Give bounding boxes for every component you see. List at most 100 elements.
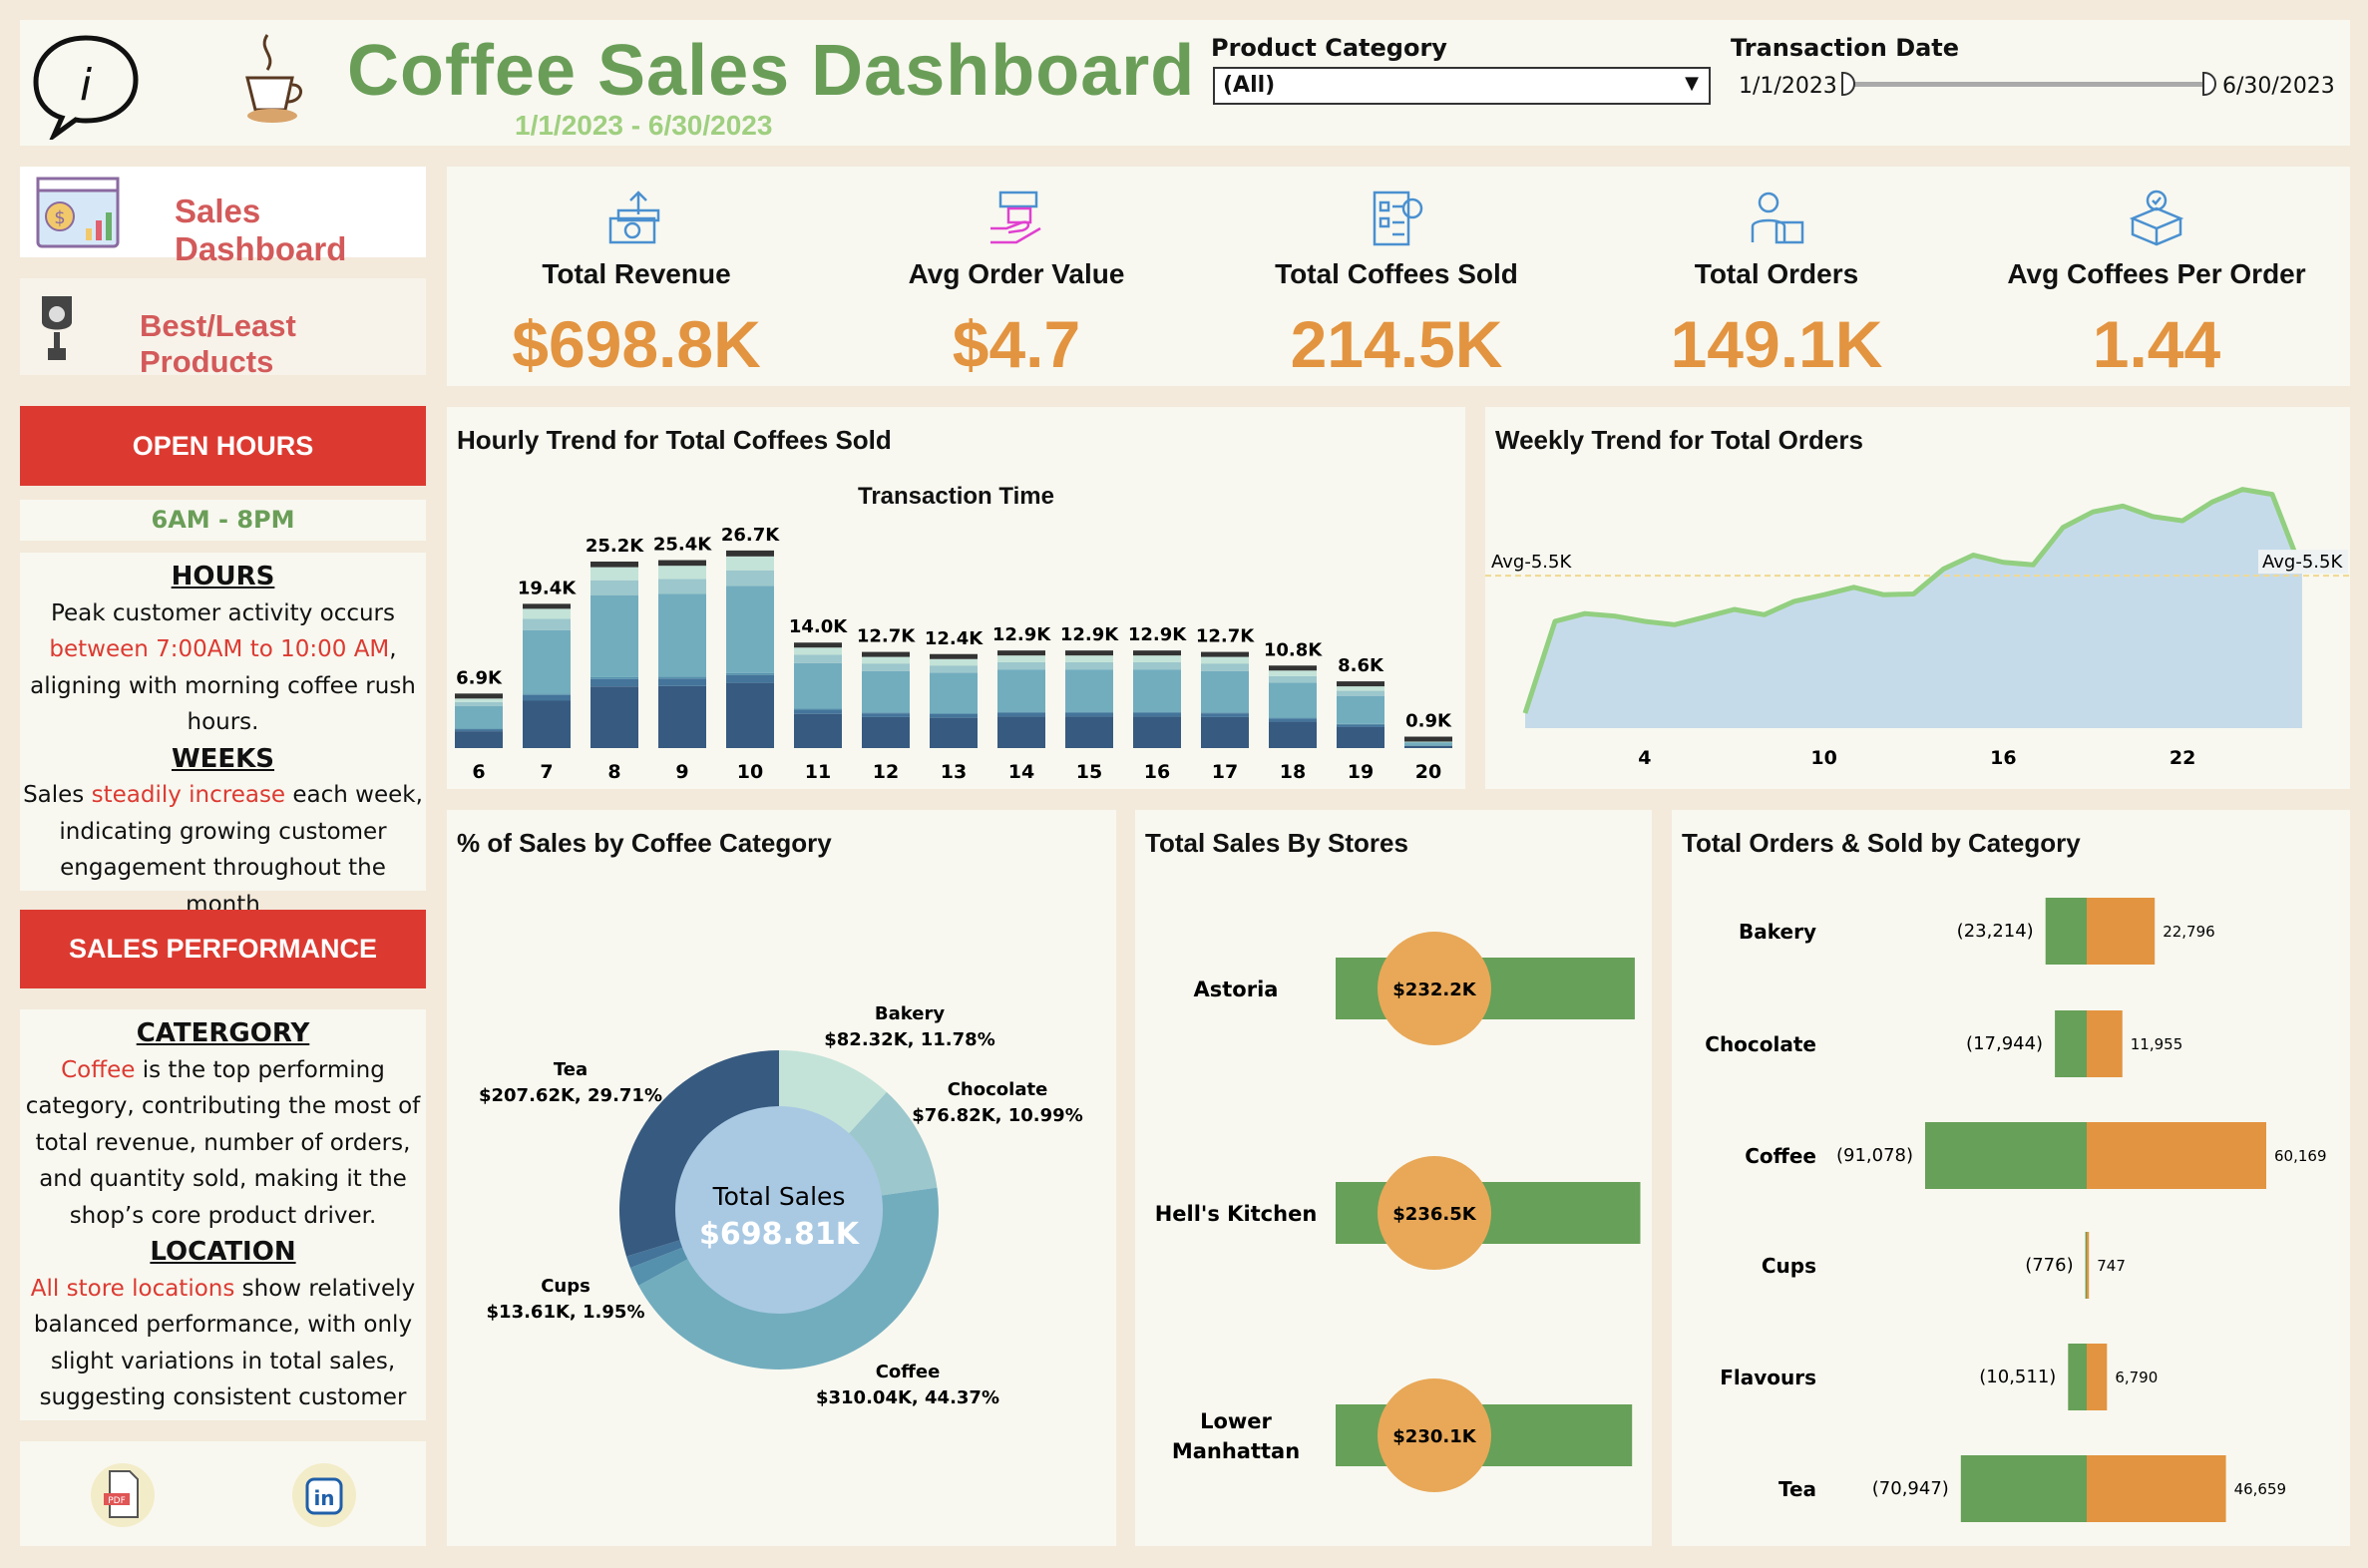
kpi-value: 1.44 [2092, 307, 2221, 381]
store-value: $230.1K [1392, 1426, 1476, 1447]
x-tick-label: 12 [873, 761, 899, 783]
data-label: 12.7K [1196, 626, 1255, 647]
avg-label-right: Avg-5.5K [2262, 552, 2343, 573]
nav-label: Sales Dashboard [175, 193, 347, 267]
bar-segment [794, 662, 842, 709]
bar-hour-6 [455, 693, 503, 748]
open-hours-banner: OPEN HOURS [20, 406, 426, 486]
bar-segment [1404, 741, 1452, 743]
left-bar [2085, 1232, 2087, 1299]
svg-text:$: $ [54, 207, 65, 228]
left-bar [1925, 1122, 2087, 1189]
bar-segment [1201, 651, 1249, 657]
bar-segment [523, 608, 571, 619]
weeks-heading: WEEKS [171, 743, 275, 774]
bar-segment [1337, 690, 1384, 696]
bar-segment [862, 663, 910, 671]
linkedin-icon[interactable]: in [289, 1459, 359, 1529]
bar-segment [455, 701, 503, 707]
info-icon[interactable]: i [26, 30, 146, 140]
x-tick-label: 4 [1638, 747, 1651, 769]
product-category-dropdown[interactable]: (All) ▼ [1213, 67, 1711, 105]
bar-segment [862, 712, 910, 714]
bar-segment [591, 567, 638, 581]
kpi-label: Avg Order Value [908, 258, 1125, 289]
right-bar [2087, 1010, 2123, 1077]
x-tick-label: 20 [1415, 761, 1441, 783]
x-tick-label: 9 [675, 761, 688, 783]
hours-heading: HOURS [171, 562, 275, 591]
data-label: 26.7K [721, 525, 780, 546]
data-label: 14.0K [789, 616, 848, 637]
right-value: 747 [2097, 1257, 2126, 1275]
data-label: 6.9K [456, 667, 503, 688]
kpi-avg-order-value: Avg Order Value $4.7 [827, 167, 1206, 386]
bar-segment [523, 693, 571, 695]
bar-segment [1269, 682, 1317, 718]
x-tick-label: 19 [1348, 761, 1374, 783]
avg-label-bg [2258, 550, 2348, 575]
kpi-label: Total Orders [1694, 258, 1859, 289]
bar-segment [794, 713, 842, 748]
bar-segment [726, 570, 774, 587]
slice-value: $207.62K, 29.71% [479, 1085, 662, 1106]
bar-segment [794, 709, 842, 714]
hours-text: Peak customer activity occurs between 7:… [30, 599, 416, 736]
data-label: 12.7K [857, 626, 916, 647]
category-sales-panel: % of Sales by Coffee Category Total Sale… [447, 810, 1116, 1546]
bar-segment [1133, 669, 1181, 712]
bar-segment [1404, 745, 1452, 748]
bar-segment [1337, 726, 1384, 748]
bar-segment [930, 658, 978, 666]
store-bar-chart: Astoria $232.2K Hell's Kitchen $236.5K Lower… [1155, 932, 1641, 1492]
orders-line [1522, 487, 2305, 714]
kpi-total-revenue: Total Revenue $698.8K [447, 167, 826, 386]
donut-center [675, 1106, 883, 1314]
left-value: (23,214) [1957, 921, 2034, 942]
bar-hour-8 [591, 562, 638, 748]
slider-handle-end[interactable] [2202, 72, 2216, 96]
transaction-date-label: Transaction Date [1731, 34, 1960, 62]
bar-hour-12 [862, 651, 910, 748]
bar-segment [658, 566, 706, 580]
center-label: Total Sales [712, 1182, 846, 1211]
bar-segment [1065, 655, 1113, 662]
bar-segment [1201, 663, 1249, 671]
bar-segment [726, 682, 774, 748]
right-value: 11,955 [2131, 1035, 2183, 1053]
svg-text:PDF: PDF [108, 1496, 126, 1506]
slice-label: Bakery [875, 1003, 945, 1024]
x-tick-label: 7 [540, 761, 553, 783]
slider-handle-start[interactable] [1841, 72, 1855, 96]
category-label: Coffee [1745, 1144, 1816, 1168]
chart-title: Total Orders & Sold by Category [1682, 828, 2081, 858]
store-label: Hell's Kitchen [1155, 1202, 1318, 1226]
nav-best-least-products[interactable]: Best/Least Products [20, 278, 426, 379]
right-value: 6,790 [2115, 1369, 2158, 1386]
bar-segment [1065, 711, 1113, 713]
x-tick-label: 14 [1008, 761, 1034, 783]
x-tick-label: 8 [607, 761, 620, 783]
kpi-total-coffees-sold: Total Coffees Sold 214.5K [1207, 167, 1586, 386]
bar-segment [591, 678, 638, 687]
pdf-icon[interactable]: PDF [88, 1459, 158, 1529]
bar-segment [930, 665, 978, 673]
slice-label: Tea [554, 1059, 588, 1080]
bar-segment [930, 672, 978, 714]
bar-segment [997, 669, 1045, 712]
bar-segment [1337, 695, 1384, 724]
x-tick-label: 10 [737, 761, 763, 783]
dropdown-value: (All) [1223, 73, 1276, 98]
bar-segment [1337, 686, 1384, 691]
bar-segment [455, 698, 503, 702]
store-marker [1378, 1378, 1491, 1492]
kpi-value: 214.5K [1290, 307, 1503, 381]
date-slider-track[interactable] [1847, 82, 2208, 87]
hourly-bar-chart: 6.9K 6 19.4K 7 25.2K 8 25.4K 9 26.7K 10 14.0K 11 12.… [455, 525, 1452, 783]
store-value: $236.5K [1392, 1204, 1476, 1225]
x-tick-label: 16 [1990, 747, 2016, 769]
weekly-trend-panel: Weekly Trend for Total Orders Avg-5.5K Av… [1485, 407, 2350, 789]
bar-segment [1133, 711, 1181, 713]
slice-label: Coffee [876, 1362, 941, 1382]
nav-sales-dashboard[interactable]: $ Sales Dashboard [20, 167, 426, 267]
